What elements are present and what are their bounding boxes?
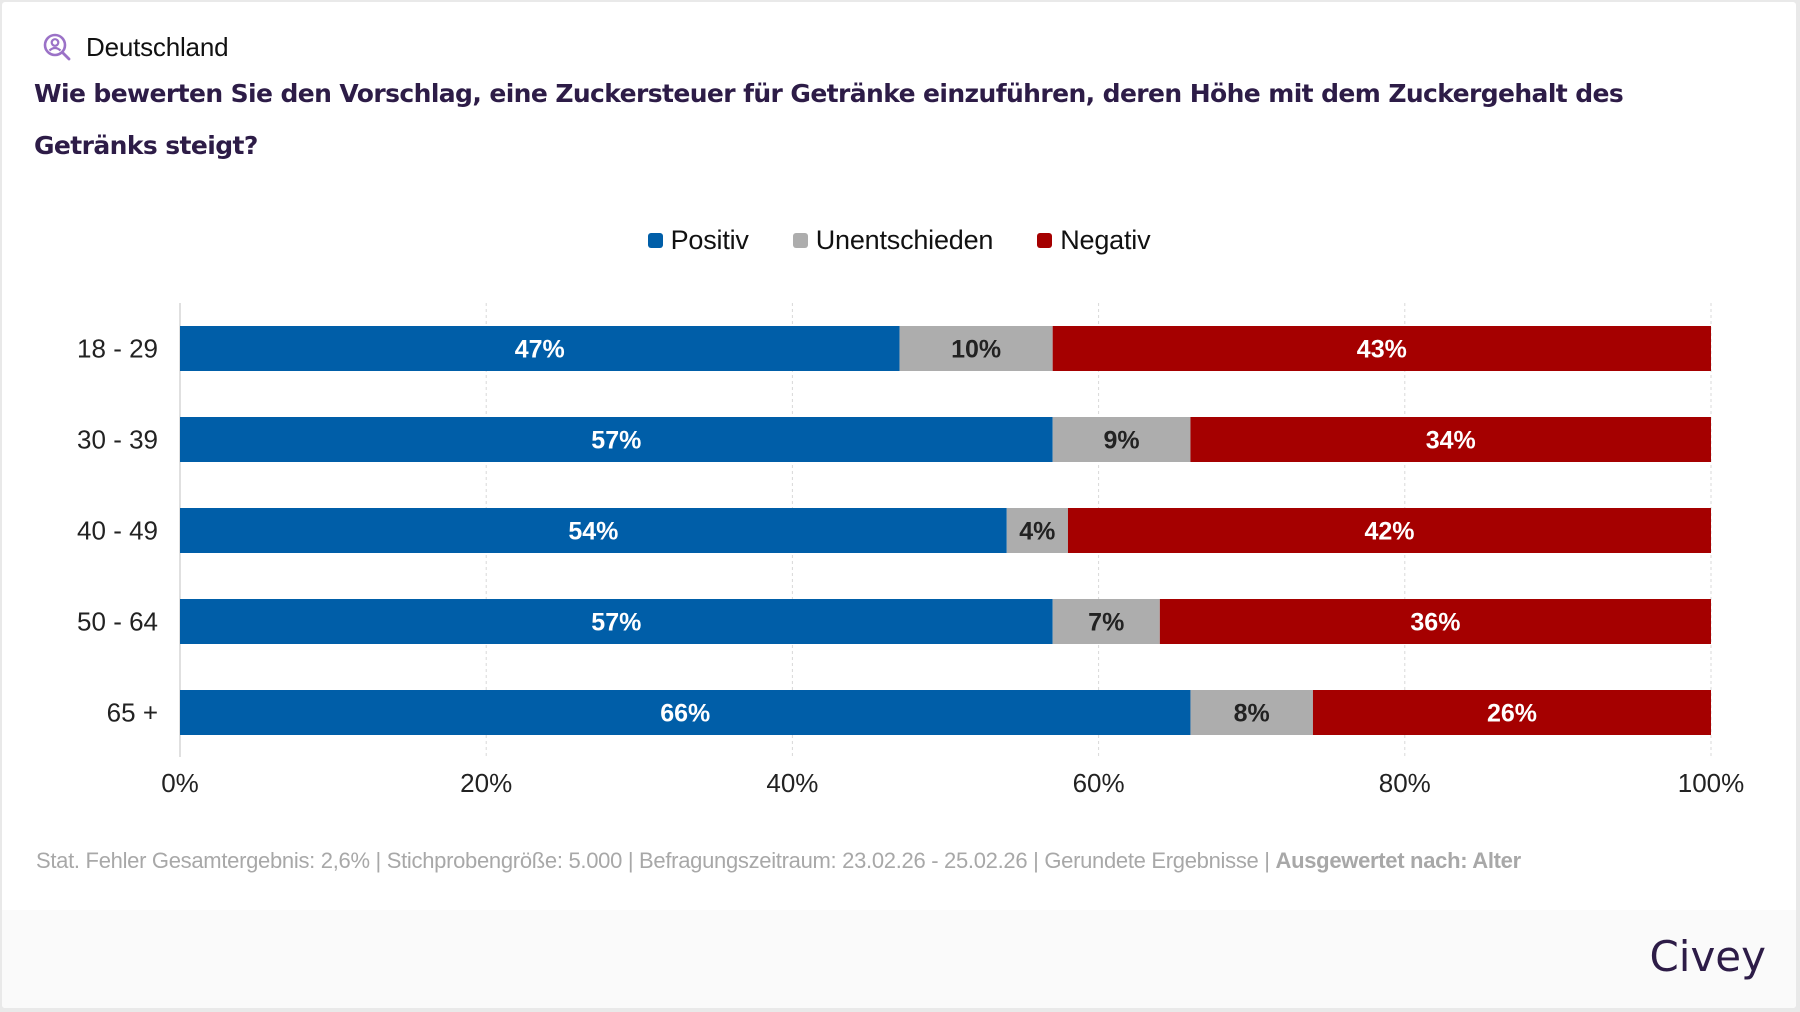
location-header: Deutschland <box>42 30 229 64</box>
category-label: 18 - 29 <box>77 334 158 364</box>
category-label: 40 - 49 <box>77 516 158 546</box>
bar-segment <box>899 326 1053 371</box>
stacked-bar-chart: 0% 20% 40% 60% 80% 100% 18 - 29 47% 10% 43% 30 - 3… <box>77 303 1745 798</box>
x-tick-label: 100% <box>1678 768 1745 798</box>
legend-label-negative: Negativ <box>1060 224 1151 255</box>
data-label: 57% <box>591 427 641 455</box>
data-label: 43% <box>1357 336 1407 364</box>
bar-segment <box>1159 599 1711 644</box>
brand-footer: Civey <box>2 910 1796 1008</box>
question-title: Wie bewerten Sie den Vorschlag, eine Zuc… <box>34 79 1624 160</box>
data-label: 36% <box>1410 609 1460 637</box>
location-label: Deutschland <box>86 31 229 62</box>
methodology-note-breakdown: Ausgewertet nach: Alter <box>1275 848 1522 873</box>
legend-item-undecided[interactable]: Unentschieden <box>792 224 994 256</box>
legend-label-undecided: Unentschieden <box>815 224 994 255</box>
data-label: 34% <box>1426 427 1476 455</box>
legend-label-positive: Positiv <box>670 224 749 255</box>
data-label: 7% <box>1088 609 1124 637</box>
bar-segment <box>180 326 900 371</box>
data-label: 54% <box>568 518 618 546</box>
bar-segment <box>1052 417 1191 462</box>
legend-item-positive[interactable]: Positiv <box>647 224 749 256</box>
bar-segment <box>1006 508 1068 553</box>
legend-swatch-undecided <box>792 232 808 248</box>
x-tick-label: 80% <box>1379 768 1431 798</box>
x-tick-label: 60% <box>1073 768 1125 798</box>
methodology-note-text: Stat. Fehler Gesamtergebnis: 2,6% | Stic… <box>36 848 1276 873</box>
methodology-note: Stat. Fehler Gesamtergebnis: 2,6% | Stic… <box>36 848 1521 874</box>
legend: Positiv Unentschieden Negativ <box>2 220 1796 260</box>
data-label: 66% <box>660 700 710 728</box>
data-label: 57% <box>591 609 641 637</box>
bar-segment <box>180 417 1053 462</box>
data-label: 4% <box>1019 518 1055 546</box>
bar-segment <box>1052 599 1160 644</box>
data-label: 10% <box>951 336 1001 364</box>
legend-swatch-positive <box>647 232 663 248</box>
legend-swatch-negative <box>1037 232 1053 248</box>
category-label: 30 - 39 <box>77 425 158 455</box>
bar-segment <box>1067 508 1711 553</box>
category-label: 65 + <box>107 698 158 728</box>
data-label: 47% <box>515 336 565 364</box>
data-label: 42% <box>1364 518 1414 546</box>
category-label: 50 - 64 <box>77 607 158 637</box>
bar-segment <box>180 508 1007 553</box>
x-tick-label: 40% <box>766 768 818 798</box>
x-tick-label: 0% <box>161 768 199 798</box>
location-search-person-icon <box>42 32 72 62</box>
bar-segment <box>1312 690 1711 735</box>
bar-segment <box>1190 417 1711 462</box>
civey-logo[interactable]: Civey <box>1649 932 1766 981</box>
legend-item-negative[interactable]: Negativ <box>1037 224 1151 256</box>
data-label: 26% <box>1487 700 1537 728</box>
bar-segment <box>180 690 1191 735</box>
bar-segment <box>180 599 1053 644</box>
data-label: 8% <box>1234 700 1270 728</box>
bar-segment <box>1052 326 1711 371</box>
data-label: 9% <box>1103 427 1139 455</box>
bar-segment <box>1190 690 1313 735</box>
x-tick-label: 20% <box>460 768 512 798</box>
